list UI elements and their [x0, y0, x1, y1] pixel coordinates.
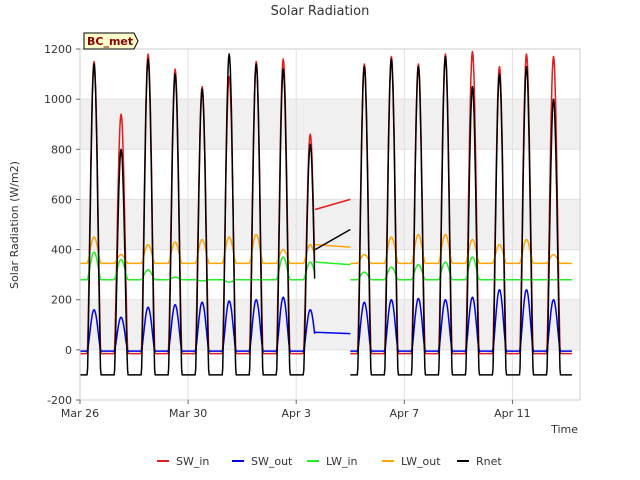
station-badge-label: BC_met	[87, 35, 133, 48]
legend: SW_in SW_out LW_in LW_out Rnet	[157, 455, 502, 468]
x-tick-label: Mar 30	[169, 407, 207, 420]
grid-band	[80, 199, 580, 250]
station-badge: BC_met	[83, 32, 139, 50]
series-line-sw-out	[79, 288, 572, 352]
grid-band	[80, 99, 580, 150]
y-tick-label: -200	[47, 394, 72, 407]
x-tick-label: Apr 11	[494, 407, 531, 420]
y-tick-label: 800	[51, 143, 72, 156]
legend-label-sw-in: SW_in	[176, 455, 209, 468]
y-tick-label: 1000	[44, 93, 72, 106]
x-axis: Mar 26 Mar 30 Apr 3 Apr 7 Apr 11	[61, 400, 531, 420]
legend-label-rnet: Rnet	[476, 455, 502, 468]
chart-title: Solar Radiation	[271, 4, 370, 19]
y-axis: -200 0 200 400 600 800 1000 1200	[44, 43, 80, 407]
legend-label-sw-out: SW_out	[251, 455, 293, 468]
legend-label-lw-in: LW_in	[326, 455, 358, 468]
y-axis-label: Solar Radiation (W/m2)	[8, 161, 21, 289]
legend-label-lw-out: LW_out	[401, 455, 441, 468]
x-tick-label: Mar 26	[61, 407, 99, 420]
series-line-rnet	[79, 53, 572, 376]
y-tick-label: 200	[51, 294, 72, 307]
y-tick-label: 0	[65, 344, 72, 357]
x-tick-label: Apr 3	[281, 407, 311, 420]
x-tick-label: Apr 7	[390, 407, 420, 420]
y-tick-label: 600	[51, 193, 72, 206]
series-lines	[79, 50, 572, 376]
y-tick-label: 400	[51, 244, 72, 257]
plot-frame	[79, 48, 581, 401]
y-tick-label: 1200	[44, 43, 72, 56]
x-axis-label: Time	[550, 423, 578, 436]
